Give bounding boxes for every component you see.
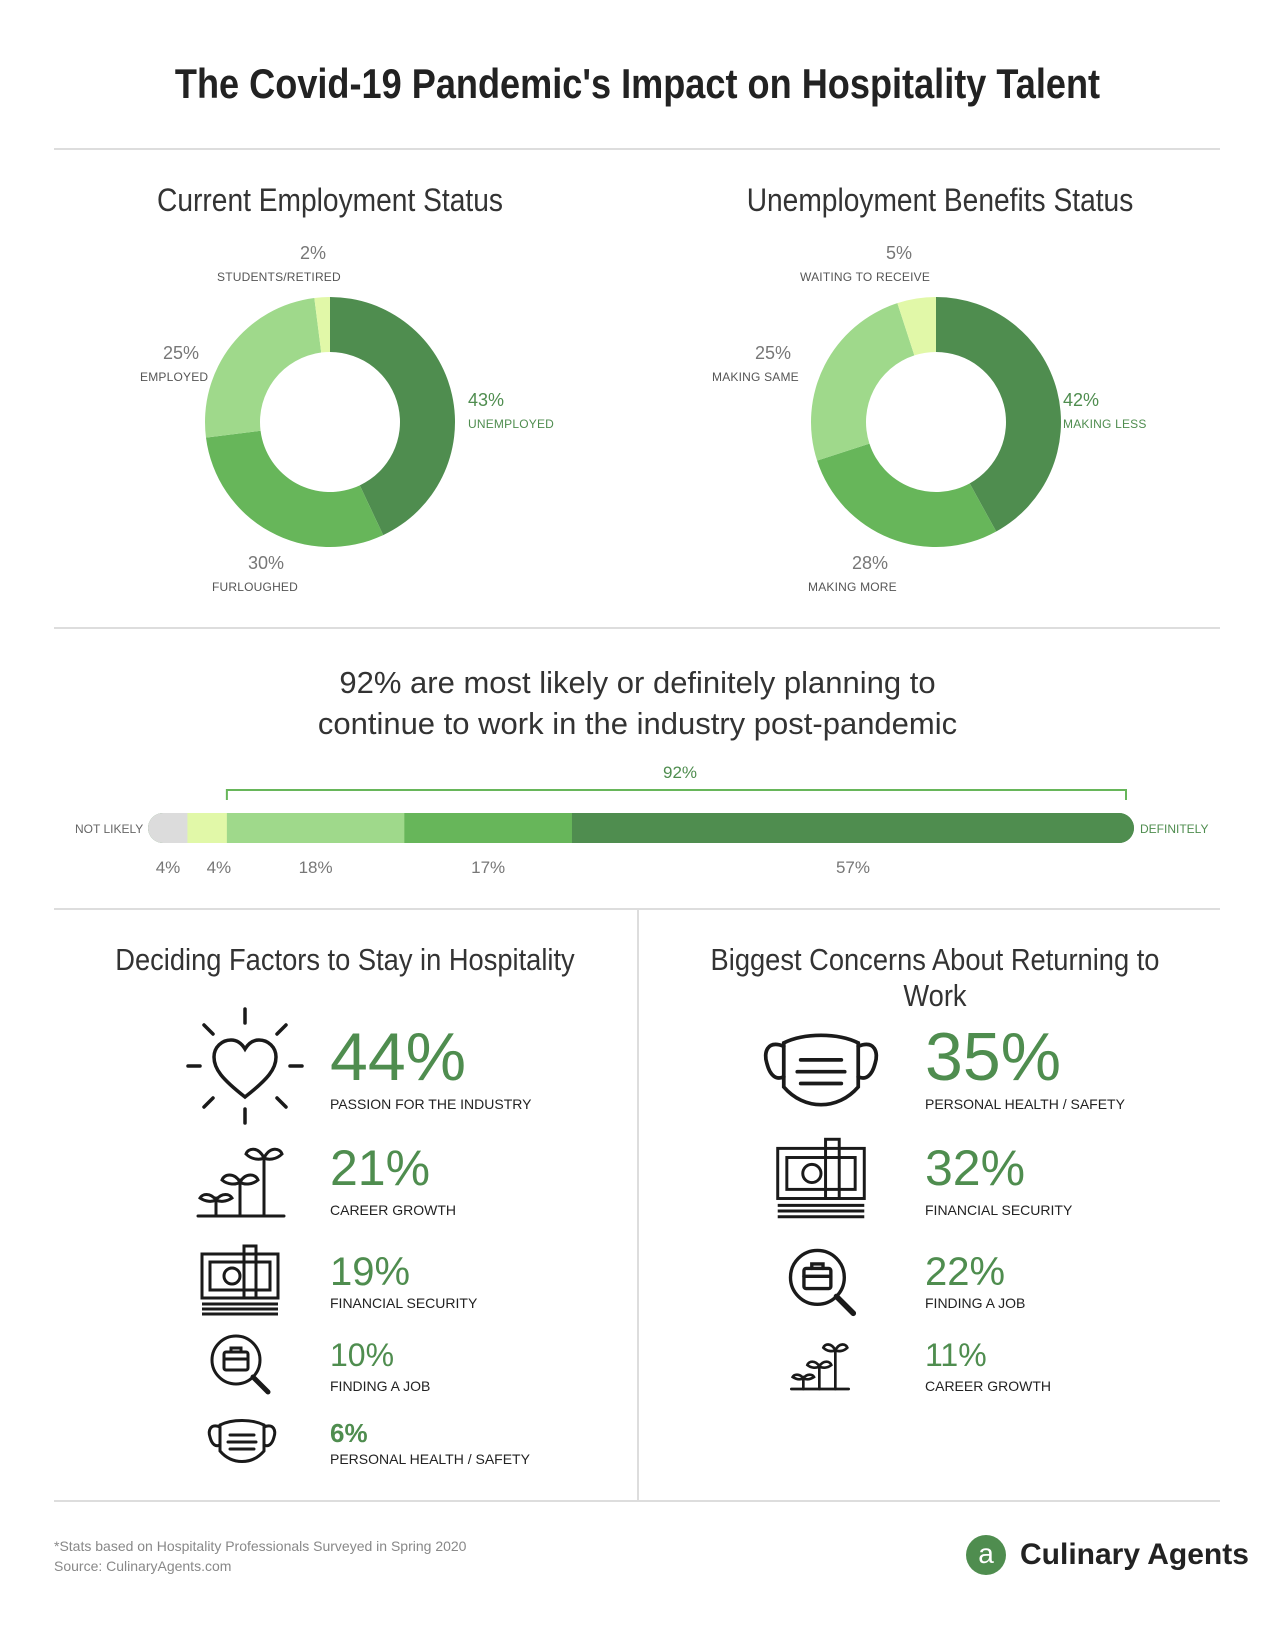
concerns-label-3: FINDING A JOB <box>925 1295 1026 1311</box>
plans-pct-5: 57% <box>835 858 870 877</box>
employment-label-students: STUDENTS/RETIRED <box>217 270 341 284</box>
plans-headline: 92% are most likely or definitely planni… <box>0 662 1275 744</box>
deciding-title: Deciding Factors to Stay in Hospitality <box>115 942 575 977</box>
concerns-label-4: CAREER GROWTH <box>925 1378 1051 1394</box>
concerns-label-2: FINANCIAL SECURITY <box>925 1202 1073 1218</box>
employment-label-employed: EMPLOYED <box>140 370 209 384</box>
job-search-icon <box>788 1248 857 1317</box>
footer-source: Source: CulinaryAgents.com <box>54 1558 232 1574</box>
employment-donut <box>205 297 455 547</box>
divider-top <box>54 148 1220 150</box>
benefits-slices <box>811 297 1061 547</box>
deciding-pct-3: 19% <box>330 1250 411 1294</box>
face-mask-icon <box>763 1033 879 1107</box>
plans-headline-line-2: continue to work in the industry post-pa… <box>317 706 958 741</box>
benefits-pct-same: 25% <box>755 343 792 363</box>
deciding-label-2: CAREER GROWTH <box>330 1202 456 1218</box>
benefits-pct-waiting: 5% <box>886 243 913 263</box>
plans-bar <box>148 813 1134 843</box>
deciding-label-1: PASSION FOR THE INDUSTRY <box>330 1096 532 1112</box>
benefits-label-less: MAKING LESS <box>1063 417 1147 431</box>
plans-segment-4 <box>404 813 573 843</box>
plans-pct-1: 4% <box>155 858 181 877</box>
concerns-title: Biggest Concerns About Returning to Work <box>710 942 1160 1013</box>
employment-pct-employed: 25% <box>163 343 200 363</box>
logo-icon: a <box>966 1535 1006 1575</box>
benefits-slice-making-less <box>936 297 1061 532</box>
plans-left-label: NOT LIKELY <box>75 822 144 836</box>
money-stack-icon <box>776 1137 866 1219</box>
employment-pct-unemployed: 43% <box>468 390 505 410</box>
divider-mid <box>54 627 1220 629</box>
plans-pct-3: 18% <box>298 858 333 877</box>
plans-headline-line-1: 92% are most likely or definitely planni… <box>339 665 936 700</box>
concerns-pct-2: 32% <box>925 1140 1026 1196</box>
employment-pct-students: 2% <box>300 243 327 263</box>
benefits-label-more: MAKING MORE <box>808 580 897 594</box>
deciding-pct-5: 6% <box>330 1418 368 1448</box>
benefits-slice-waiting-to-receive <box>897 297 936 356</box>
plans-segment-2 <box>187 813 228 843</box>
page-title: The Covid-19 Pandemic's Impact on Hospit… <box>174 60 1101 107</box>
divider-bottom <box>54 1500 1220 1502</box>
deciding-pct-4: 10% <box>330 1337 395 1373</box>
benefits-pct-more: 28% <box>852 553 889 573</box>
heart-shine-icon <box>186 1007 304 1125</box>
money-stack-icon <box>200 1244 280 1316</box>
plans-pct-2: 4% <box>206 858 232 877</box>
benefits-donut <box>811 297 1061 547</box>
job-search-icon <box>210 1334 271 1395</box>
employment-slices <box>205 297 455 547</box>
plans-pct-4: 17% <box>471 858 506 877</box>
benefits-pct-less: 42% <box>1063 390 1100 410</box>
plans-bracket-label: 92% <box>662 763 698 782</box>
deciding-label-3: FINANCIAL SECURITY <box>330 1295 478 1311</box>
footer-notes: *Stats based on Hospitality Professional… <box>54 1536 466 1576</box>
employment-pct-furloughed: 30% <box>248 553 285 573</box>
concerns-pct-3: 22% <box>925 1250 1006 1294</box>
plans-segments <box>148 813 1134 843</box>
deciding-pct-2: 21% <box>330 1140 431 1196</box>
concerns-pct-4: 11% <box>925 1337 987 1373</box>
employment-title: Current Employment Status <box>157 182 503 218</box>
employment-slice-employed <box>205 297 322 438</box>
employment-label-furloughed: FURLOUGHED <box>212 580 299 594</box>
employment-slice-unemployed <box>330 297 455 536</box>
logo-text: Culinary Agents <box>1020 1538 1249 1571</box>
face-mask-icon <box>207 1419 277 1463</box>
employment-label-unemployed: UNEMPLOYED <box>468 417 555 431</box>
plans-segment-3 <box>226 813 405 843</box>
sprouts-icon <box>790 1343 850 1391</box>
bracket-line <box>225 789 1127 800</box>
benefits-slice-making-same <box>811 303 915 461</box>
deciding-pct-1: 44% <box>330 1019 467 1095</box>
employment-slice-furloughed <box>205 430 384 547</box>
plans-segment-5-fill <box>571 813 1119 843</box>
deciding-label-4: FINDING A JOB <box>330 1378 431 1394</box>
sprouts-icon <box>196 1147 286 1218</box>
divider-vertical <box>637 908 639 1500</box>
plans-right-label: DEFINITELY <box>1140 822 1209 836</box>
footer-note: *Stats based on Hospitality Professional… <box>54 1538 467 1554</box>
concerns-label-1: PERSONAL HEALTH / SAFETY <box>925 1096 1125 1112</box>
benefits-slice-making-more <box>817 443 997 547</box>
plans-segment-1-fill <box>163 813 188 843</box>
deciding-label-5: PERSONAL HEALTH / SAFETY <box>330 1451 530 1467</box>
benefits-title: Unemployment Benefits Status <box>746 182 1134 218</box>
plans-bracket <box>225 789 1127 800</box>
concerns-pct-1: 35% <box>925 1019 1062 1095</box>
employment-slice-students-retired <box>314 297 330 353</box>
benefits-label-waiting: WAITING TO RECEIVE <box>800 270 931 284</box>
benefits-label-same: MAKING SAME <box>712 370 799 384</box>
